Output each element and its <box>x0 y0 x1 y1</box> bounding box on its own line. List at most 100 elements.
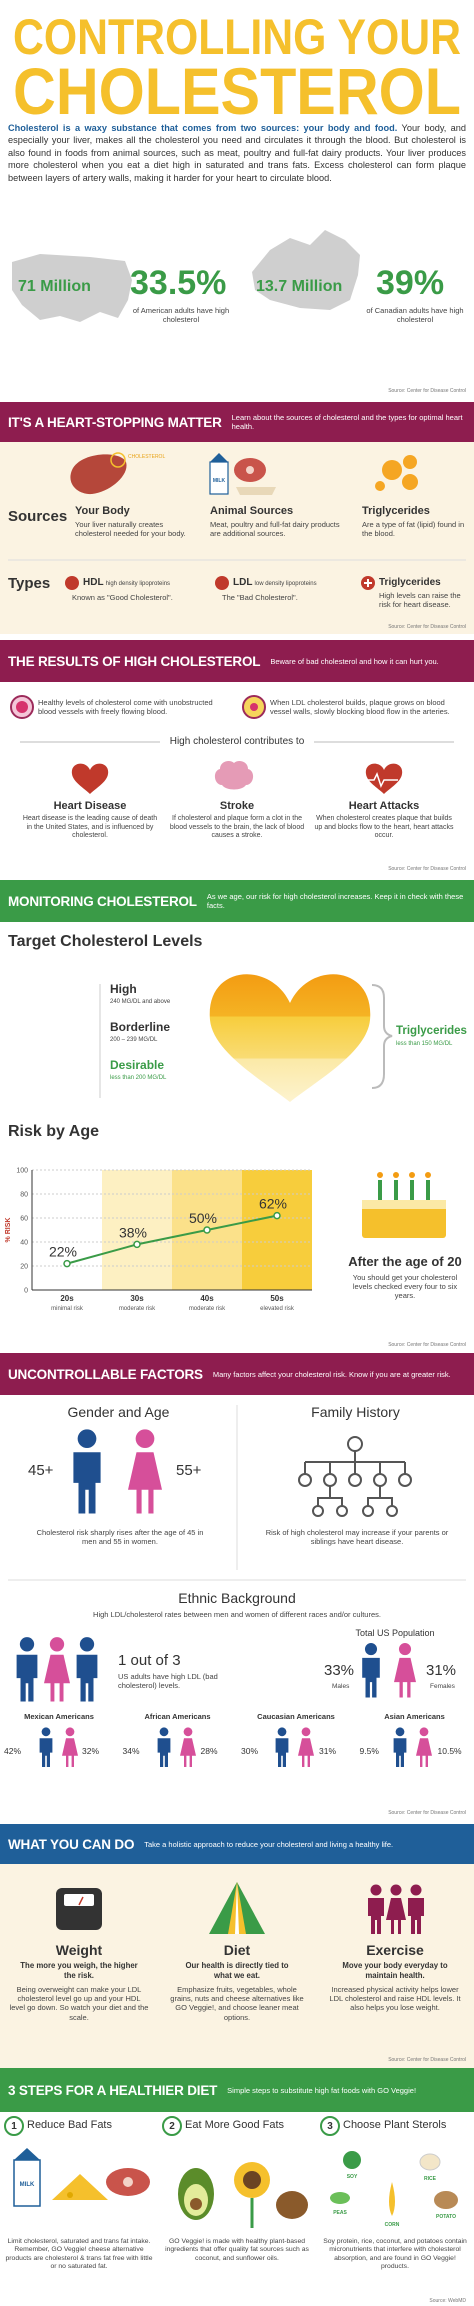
band-label: elevated risk <box>260 1306 295 1312</box>
row-label: Sources <box>8 508 68 525</box>
action-lead: The more you weigh, the higher the risk. <box>20 1961 138 1980</box>
source-title: Your Body <box>75 505 130 517</box>
food-label: POTATO <box>436 2214 456 2220</box>
female-figure <box>394 1643 416 1698</box>
risk-line <box>66 1214 278 1265</box>
y-tick-label: 40 <box>20 1240 28 1247</box>
effect-title: Heart Attacks <box>348 800 420 812</box>
cake-icon <box>426 1180 430 1200</box>
vessel-icon <box>250 703 258 711</box>
liver-icon <box>110 452 126 468</box>
stat-caption: of Canadian adults have high cholesterol <box>366 306 464 325</box>
type-abbr: HDL <box>83 577 104 588</box>
step-title: Eat More Good Fats <box>185 2119 285 2131</box>
age-label: 45+ <box>28 1462 54 1479</box>
group-figures <box>393 1727 407 1767</box>
step-number: 2 <box>169 2121 175 2132</box>
road-icon <box>209 1882 265 1934</box>
heart-icon <box>71 763 109 794</box>
step-title: Choose Plant Sterols <box>343 2119 447 2131</box>
stat-percent: 39% <box>376 264 445 302</box>
step3-icons <box>330 2192 350 2204</box>
step-badges <box>4 2116 24 2136</box>
source: Source: Center for Disease Control <box>388 1342 466 1348</box>
step-badges <box>4 2116 340 2136</box>
banner-title: IT'S A HEART-STOPPING MATTER <box>8 414 222 430</box>
factor-text: Risk of high cholesterol may increase if… <box>265 1528 449 1547</box>
family-tree <box>323 1473 337 1487</box>
cake-icon <box>410 1180 414 1200</box>
factor-title: Family History <box>311 1404 400 1420</box>
step1-icons <box>52 2174 108 2200</box>
milk-icon <box>209 453 229 495</box>
type-abbr: LDL <box>233 577 253 588</box>
banner-blurb: Many factors affect your cholesterol ris… <box>212 1369 451 1379</box>
value-label: 38% <box>119 1224 147 1240</box>
risk-chart: 0 20 40 60 80 100 22% 38% 50% 62% 20s minimal risk 3… <box>16 1168 312 1312</box>
step2-icons <box>190 2198 202 2210</box>
plus-icon <box>361 576 375 590</box>
vessel-icon <box>10 695 34 719</box>
banner: 3 STEPS FOR A HEALTHIER DIET Simple steps… <box>0 2068 474 2112</box>
text-block: HDL high density lipoproteins <box>83 578 213 589</box>
family-tree <box>362 1505 374 1517</box>
group-pct: 9.5% <box>359 1746 379 1756</box>
meat-icon <box>234 458 276 495</box>
cake-icon <box>409 1172 415 1178</box>
cake-icon <box>425 1172 431 1178</box>
action-title: Diet <box>223 1942 251 1958</box>
female-figure <box>128 1429 162 1514</box>
group-name: Caucasian Americans <box>257 1712 335 1721</box>
triglyceride-icon <box>375 455 418 491</box>
group-figures <box>39 1727 53 1767</box>
level-range: less than 200 MG/DL <box>110 1075 167 1081</box>
banner: UNCONTROLLABLE FACTORS Many factors affec… <box>0 1353 474 1395</box>
step3-icons <box>389 2182 395 2216</box>
type-text: Known as "Good Cholesterol". <box>72 593 173 602</box>
triglyceride-icon <box>402 474 418 490</box>
source: Source: Center for Disease Control <box>388 1810 466 1816</box>
banner-blurb: As we age, our risk for high cholesterol… <box>206 892 464 910</box>
total-pct: 31% <box>426 1662 457 1679</box>
level-range: 200 – 239 MG/DL <box>110 1037 158 1043</box>
stat-count: 13.7 Million <box>256 278 343 295</box>
group-figures <box>180 1727 196 1767</box>
vessel-text: Healthy levels of cholesterol come with … <box>38 698 213 717</box>
milk-label: MILK <box>20 2182 35 2188</box>
canada-map <box>252 230 360 310</box>
banner-title: UNCONTROLLABLE FACTORS <box>8 1366 203 1382</box>
total-title: Total US Population <box>355 1628 435 1638</box>
after-text: You should get your cholesterol levels c… <box>352 1273 458 1301</box>
step2-icons <box>178 2162 308 2228</box>
male-figure <box>73 1429 101 1514</box>
level-name: High <box>110 982 137 996</box>
step2-icons <box>276 2191 308 2219</box>
ldl-icon <box>215 576 229 590</box>
cake-icon <box>394 1180 398 1200</box>
source: Source: Center for Disease Control <box>388 388 466 394</box>
group-pct: 30% <box>241 1746 259 1756</box>
y-tick-label: 100 <box>16 1168 28 1175</box>
family-tree <box>298 1436 412 1517</box>
hdl-icon <box>65 576 79 590</box>
effect-text: If cholesterol and plaque form a clot in… <box>169 815 305 840</box>
y-axis-label: % RISK <box>5 1218 12 1243</box>
target-heart <box>209 974 371 1102</box>
factor-title: Gender and Age <box>67 1404 170 1420</box>
intro: Cholesterol is a waxy substance that com… <box>8 122 466 184</box>
banner-blurb: Simple steps to substitute high fat food… <box>227 2085 417 2095</box>
source-text: Meat, poultry and full-fat dairy product… <box>210 520 340 539</box>
age-label: 55+ <box>176 1462 202 1479</box>
action-text: Emphasize fruits, vegetables, whole grai… <box>170 1985 304 2022</box>
liver-label: CHOLESTEROL <box>128 454 165 460</box>
cake-icon <box>378 1180 382 1200</box>
y-tick-label: 0 <box>24 1288 28 1295</box>
banner: IT'S A HEART-STOPPING MATTER Learn about … <box>0 402 474 442</box>
banner: WHAT YOU CAN DO Take a holistic approach … <box>0 1824 474 1864</box>
family-tree <box>304 1450 406 1506</box>
level-name: Triglycerides <box>396 1025 467 1037</box>
y-tick-label: 60 <box>20 1216 28 1223</box>
source-text: Your liver naturally creates cholesterol… <box>75 520 186 539</box>
